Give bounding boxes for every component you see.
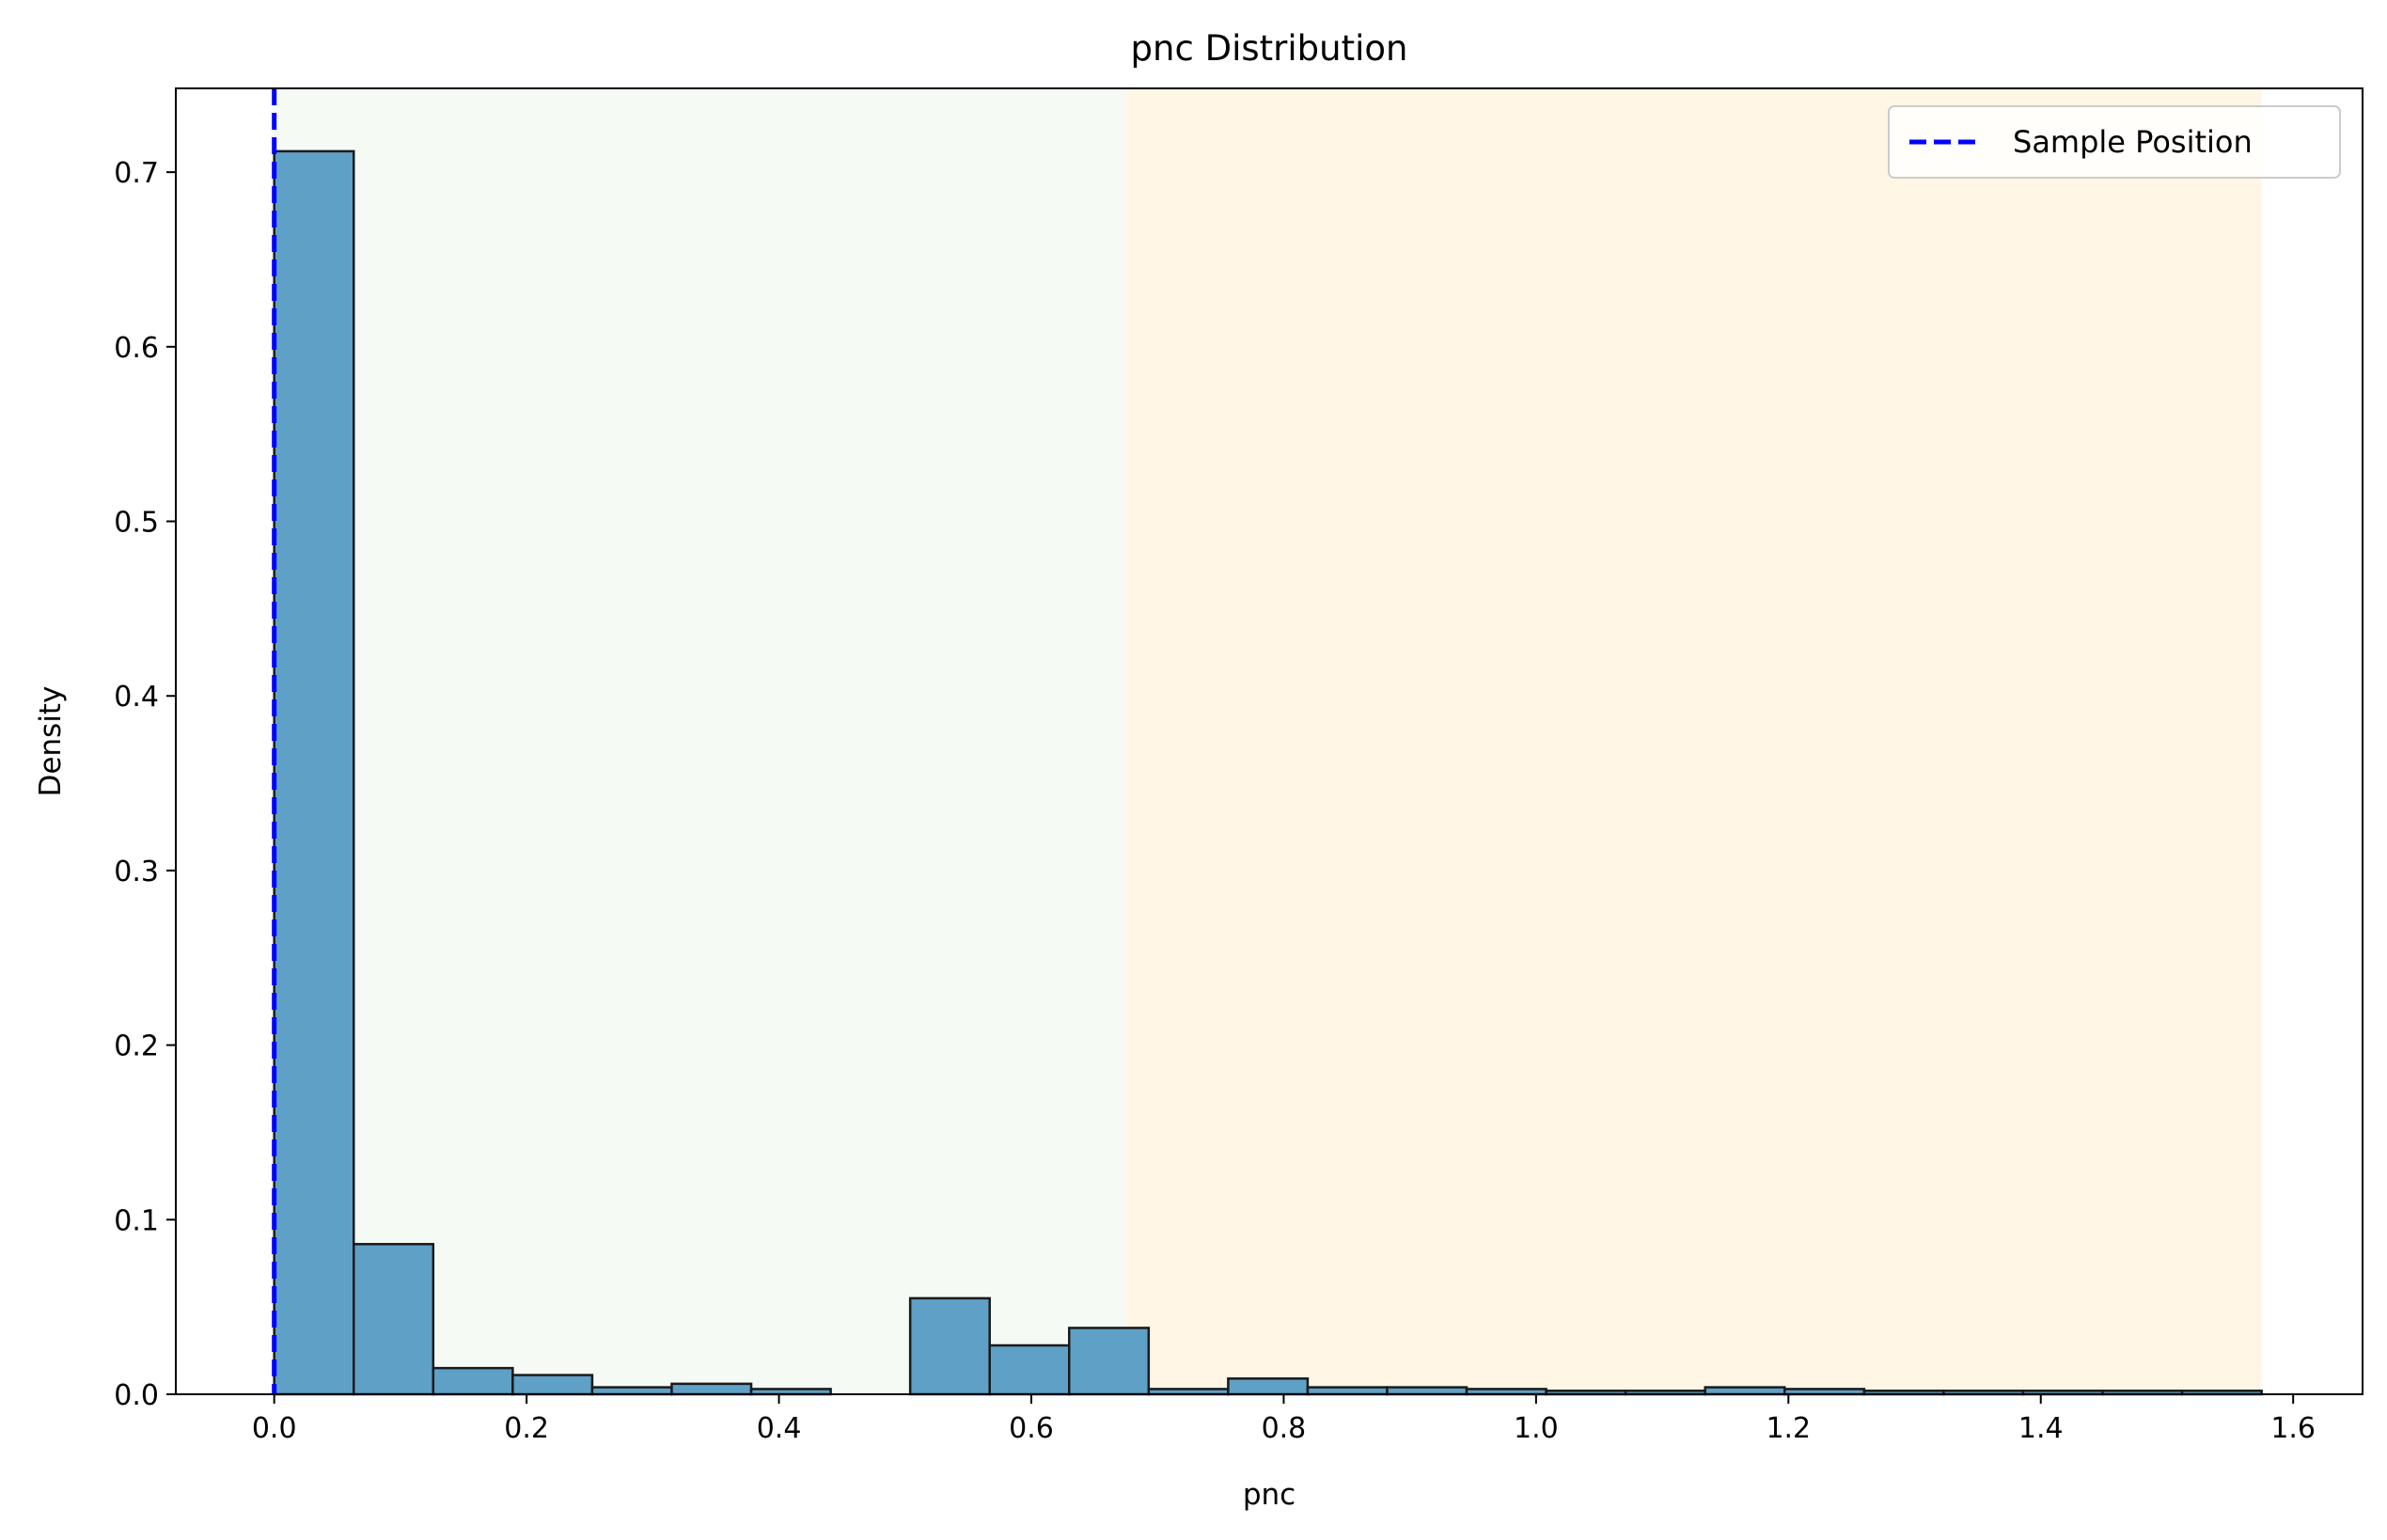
y-tick-label: 0.7 bbox=[114, 157, 159, 190]
histogram-bar-2 bbox=[352, 1243, 435, 1396]
x-axis-label: pnc bbox=[1243, 1478, 1296, 1512]
histogram-bar-15 bbox=[1386, 1386, 1468, 1396]
histogram-bar-5 bbox=[590, 1386, 673, 1396]
shaded-region-2 bbox=[1125, 88, 2262, 1394]
y-tick-label: 0.4 bbox=[114, 681, 159, 714]
histogram-bar-13 bbox=[1227, 1377, 1310, 1396]
y-tick-label: 0.6 bbox=[114, 332, 159, 365]
histogram-bar-11 bbox=[1068, 1327, 1151, 1396]
histogram-bar-3 bbox=[432, 1366, 514, 1396]
y-tick-label: 0.3 bbox=[114, 856, 159, 888]
legend-box bbox=[1888, 105, 2341, 179]
y-tick-label: 0.1 bbox=[114, 1204, 159, 1237]
y-tick-label: 0.5 bbox=[114, 507, 159, 540]
y-tick-label: 0.0 bbox=[114, 1379, 159, 1412]
chart-title: pnc Distribution bbox=[1131, 28, 1408, 69]
y-tick-label: 0.2 bbox=[114, 1030, 159, 1063]
histogram-bar-14 bbox=[1306, 1386, 1389, 1396]
x-tick-label: 1.2 bbox=[1766, 1412, 1811, 1445]
histogram-bar-1 bbox=[273, 149, 355, 1396]
x-tick-label: 1.4 bbox=[2018, 1412, 2064, 1445]
x-tick-label: 0.6 bbox=[1009, 1412, 1054, 1445]
x-tick-label: 1.6 bbox=[2270, 1412, 2316, 1445]
histogram-bar-10 bbox=[988, 1344, 1071, 1396]
axes-frame bbox=[175, 87, 2363, 1395]
histogram-bars bbox=[273, 149, 2263, 1396]
histogram-bar-6 bbox=[670, 1382, 753, 1396]
legend: Sample Position bbox=[1888, 105, 2341, 179]
shaded-region-1 bbox=[274, 88, 1126, 1394]
x-tick-label: 0.0 bbox=[252, 1412, 297, 1445]
histogram-bar-19 bbox=[1704, 1386, 1786, 1396]
y-axis-ticks: 0.0 0.1 0.2 0.3 0.4 0.5 0.6 0.7 bbox=[114, 157, 176, 1412]
histogram-bar-9 bbox=[908, 1296, 991, 1396]
y-axis-label: Density bbox=[34, 686, 68, 797]
x-tick-label: 0.4 bbox=[757, 1412, 802, 1445]
x-tick-label: 1.0 bbox=[1514, 1412, 1559, 1445]
x-tick-label: 0.2 bbox=[504, 1412, 549, 1445]
shaded-regions bbox=[274, 88, 2262, 1394]
legend-label: Sample Position bbox=[2013, 124, 2253, 160]
x-tick-label: 0.8 bbox=[1262, 1412, 1307, 1445]
histogram-bar-4 bbox=[511, 1374, 594, 1396]
x-axis-ticks: 0.0 0.2 0.4 0.6 0.8 1.0 1.2 1.4 1.6 bbox=[252, 1394, 2316, 1445]
